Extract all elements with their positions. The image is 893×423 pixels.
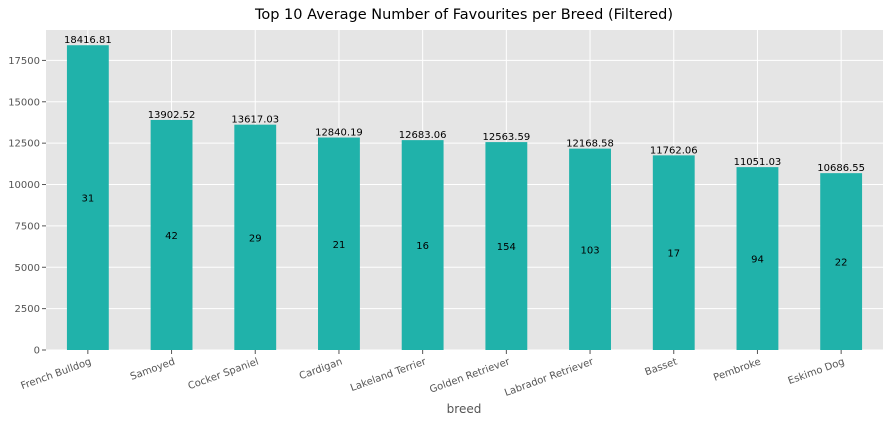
x-tick-label: Pembroke	[712, 356, 762, 383]
x-tick-label: Cardigan	[298, 356, 344, 382]
bar-value-label: 13617.03	[231, 115, 279, 126]
bar	[150, 119, 193, 350]
x-tick-label: Samoyed	[129, 356, 177, 382]
bar-inner-label: 103	[581, 245, 600, 256]
bar-inner-label: 31	[81, 194, 94, 205]
bar-inner-label: 42	[165, 231, 178, 242]
bar	[485, 142, 528, 350]
y-tick-label: 17500	[8, 56, 40, 67]
bar	[234, 124, 277, 351]
bar	[66, 45, 109, 350]
x-tick-label: Labrador Retriever	[503, 356, 596, 399]
y-tick-label: 0	[34, 346, 40, 357]
bar	[820, 173, 863, 350]
bar-inner-label: 94	[751, 255, 764, 266]
bar-value-label: 11051.03	[734, 157, 782, 168]
y-tick-label: 10000	[8, 180, 40, 191]
bar-value-label: 13902.52	[148, 110, 196, 121]
x-tick-label: Lakeland Terrier	[349, 356, 428, 394]
x-tick-label: Basset	[644, 356, 679, 378]
bar	[569, 148, 611, 350]
y-tick-label: 5000	[15, 263, 40, 274]
bar-value-label: 11762.06	[650, 145, 698, 156]
chart-title: Top 10 Average Number of Favourites per …	[254, 7, 673, 23]
bar-value-label: 12840.19	[315, 128, 363, 139]
y-tick-label: 12500	[8, 139, 40, 150]
y-axis-ticks: 0 2500 5000 7500 10000 12500 15000 17500	[8, 56, 46, 357]
bar-inner-label: 21	[333, 240, 346, 251]
value-labels: 18416.81 31 13902.52 42 13617.03 29 12840.19 21…	[64, 35, 865, 268]
bar-value-label: 12683.06	[399, 130, 447, 141]
y-tick-label: 2500	[15, 304, 40, 315]
bar-inner-label: 16	[416, 241, 429, 252]
bar-value-label: 18416.81	[64, 35, 112, 46]
bar	[652, 155, 695, 350]
bar-inner-label: 17	[667, 249, 680, 260]
x-axis-ticks: French Bulldog Samoyed Cocker Spaniel Cardi…	[20, 350, 846, 399]
bar-inner-label: 29	[249, 233, 262, 244]
bar-inner-label: 22	[835, 258, 848, 269]
x-tick-label: Eskimo Dog	[787, 356, 846, 387]
bar-value-label: 12563.59	[482, 132, 530, 143]
bar	[736, 167, 779, 350]
bar	[318, 137, 360, 350]
x-tick-label: Cocker Spaniel	[187, 356, 261, 392]
bar-value-label: 10686.55	[817, 163, 865, 174]
x-tick-label: French Bulldog	[20, 356, 93, 392]
bar-value-label: 12168.58	[566, 139, 614, 150]
bars	[66, 45, 863, 351]
y-tick-label: 7500	[15, 221, 40, 232]
bar	[401, 140, 444, 350]
x-axis-label: breed	[447, 402, 482, 416]
x-tick-label: Golden Retriever	[428, 356, 512, 396]
y-tick-label: 15000	[8, 97, 40, 108]
bar-inner-label: 154	[497, 242, 516, 253]
